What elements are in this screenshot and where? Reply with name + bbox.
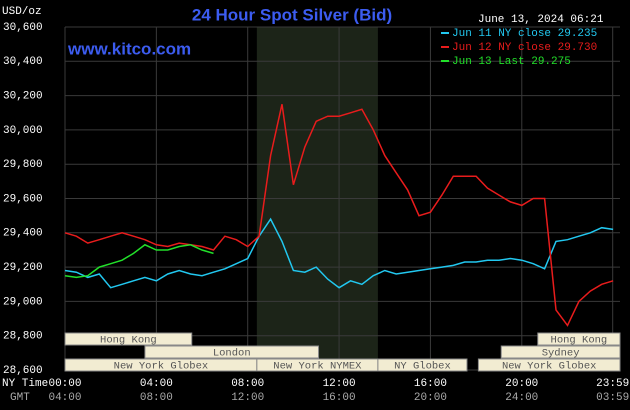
y-tick-label: 29,400 (3, 228, 43, 240)
x-tick-label: 23:59 (596, 378, 629, 390)
series-line (64, 104, 614, 327)
series-line (64, 243, 214, 279)
chart-title: 24 Hour Spot Silver (Bid) (192, 5, 392, 24)
session-bar (537, 332, 621, 346)
session-label: NY Globex (394, 360, 451, 372)
x-tick-label: 08:00 (231, 378, 264, 390)
x2-tick-label: 03:59 (596, 392, 629, 404)
series-line (64, 217, 614, 289)
x-tick-label: 12:00 (323, 378, 356, 390)
watermark: www.kitco.com (67, 39, 191, 58)
y-tick-label: 30,200 (3, 91, 43, 103)
legend-label: Jun 12 NY close 29.730 (452, 42, 597, 54)
plot-area (64, 26, 620, 371)
legend-label: Jun 13 Last 29.275 (452, 56, 571, 68)
y-tick-label: 29,800 (3, 159, 43, 171)
y-unit: USD/oz (2, 6, 42, 18)
session-bar (377, 358, 468, 372)
session-bar (64, 332, 193, 346)
session-label: Sydney (542, 347, 580, 359)
session-bar (500, 345, 621, 359)
session-label: New York Globex (114, 360, 209, 372)
y-tick-label: 29,000 (3, 296, 43, 308)
timestamp: June 13, 2024 06:21 (478, 14, 604, 26)
session-label: Hong Kong (551, 334, 608, 346)
x-tick-label: 00:00 (48, 378, 81, 390)
session-label: New York Globex (502, 360, 597, 372)
y-tick-label: 28,600 (3, 365, 43, 377)
y-tick-label: 29,600 (3, 193, 43, 205)
y-tick-label: 29,200 (3, 262, 43, 274)
x2-tick-label: 04:00 (48, 392, 81, 404)
session-bar (477, 358, 621, 372)
x2-axis-label: GMT (10, 392, 30, 404)
x2-tick-label: 08:00 (140, 392, 173, 404)
session-label: New York NYMEX (273, 360, 362, 372)
session-bar (144, 345, 320, 359)
x-tick-label: 16:00 (414, 378, 447, 390)
session-label: Hong Kong (100, 334, 157, 346)
y-tick-label: 30,000 (3, 125, 43, 137)
x-axis-label: NY Time (2, 378, 48, 390)
y-tick-label: 30,600 (3, 22, 43, 34)
x2-tick-label: 24:00 (505, 392, 538, 404)
legend-label: Jun 11 NY close 29.235 (452, 28, 597, 40)
x2-tick-label: 12:00 (231, 392, 264, 404)
y-tick-label: 28,800 (3, 331, 43, 343)
x-tick-label: 20:00 (505, 378, 538, 390)
x2-tick-label: 20:00 (414, 392, 447, 404)
x-tick-label: 04:00 (140, 378, 173, 390)
session-label: London (213, 347, 251, 359)
y-tick-label: 30,400 (3, 56, 43, 68)
x2-tick-label: 16:00 (323, 392, 356, 404)
